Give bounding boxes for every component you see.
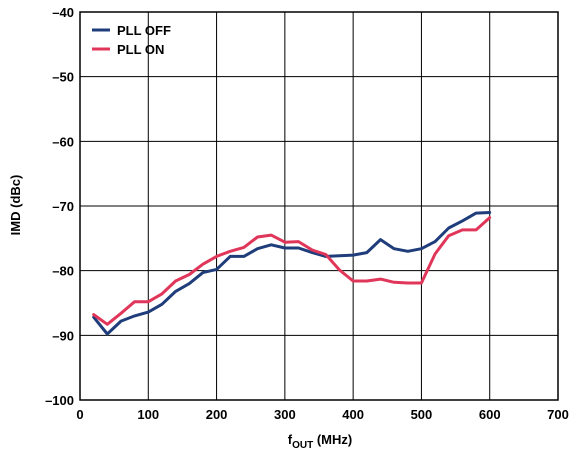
y-tick-label: –40 (52, 5, 74, 20)
x-tick-label: 300 (274, 407, 296, 422)
x-tick-label: 400 (342, 407, 364, 422)
plot-frame (79, 11, 559, 401)
series-line-pll-on (92, 216, 492, 326)
x-axis-label: fOUT (MHz) (288, 432, 352, 451)
x-axis-ticks: 0 100 200 300 400 500 600 700 (76, 407, 568, 422)
x-tick-label: 200 (206, 407, 228, 422)
x-tick-label: 600 (479, 407, 501, 422)
x-axis-label-unit: (MHz) (313, 432, 352, 447)
y-tick-label: –90 (52, 328, 74, 343)
x-axis-label-sub: OUT (292, 440, 313, 451)
y-tick-label: –80 (52, 264, 74, 279)
legend: PLL OFF PLL ON (92, 23, 171, 57)
y-tick-label: –50 (52, 70, 74, 85)
series-line-pll-off (92, 211, 492, 336)
legend-label-pll-on: PLL ON (117, 42, 164, 57)
x-tick-label: 500 (411, 407, 433, 422)
legend-label-pll-off: PLL OFF (117, 23, 171, 38)
grid (79, 11, 559, 401)
y-tick-label: –100 (45, 393, 74, 408)
x-tick-label: 700 (547, 407, 569, 422)
y-tick-label: –70 (52, 199, 74, 214)
y-axis-ticks: –40 –50 –60 –70 –80 –90 –100 (45, 5, 74, 408)
y-tick-label: –60 (52, 134, 74, 149)
series-lines (92, 211, 492, 336)
x-tick-label: 0 (76, 407, 83, 422)
x-axis-label-main: f (288, 432, 293, 447)
y-axis-label: IMD (dBc) (8, 175, 23, 236)
x-tick-label: 100 (137, 407, 159, 422)
